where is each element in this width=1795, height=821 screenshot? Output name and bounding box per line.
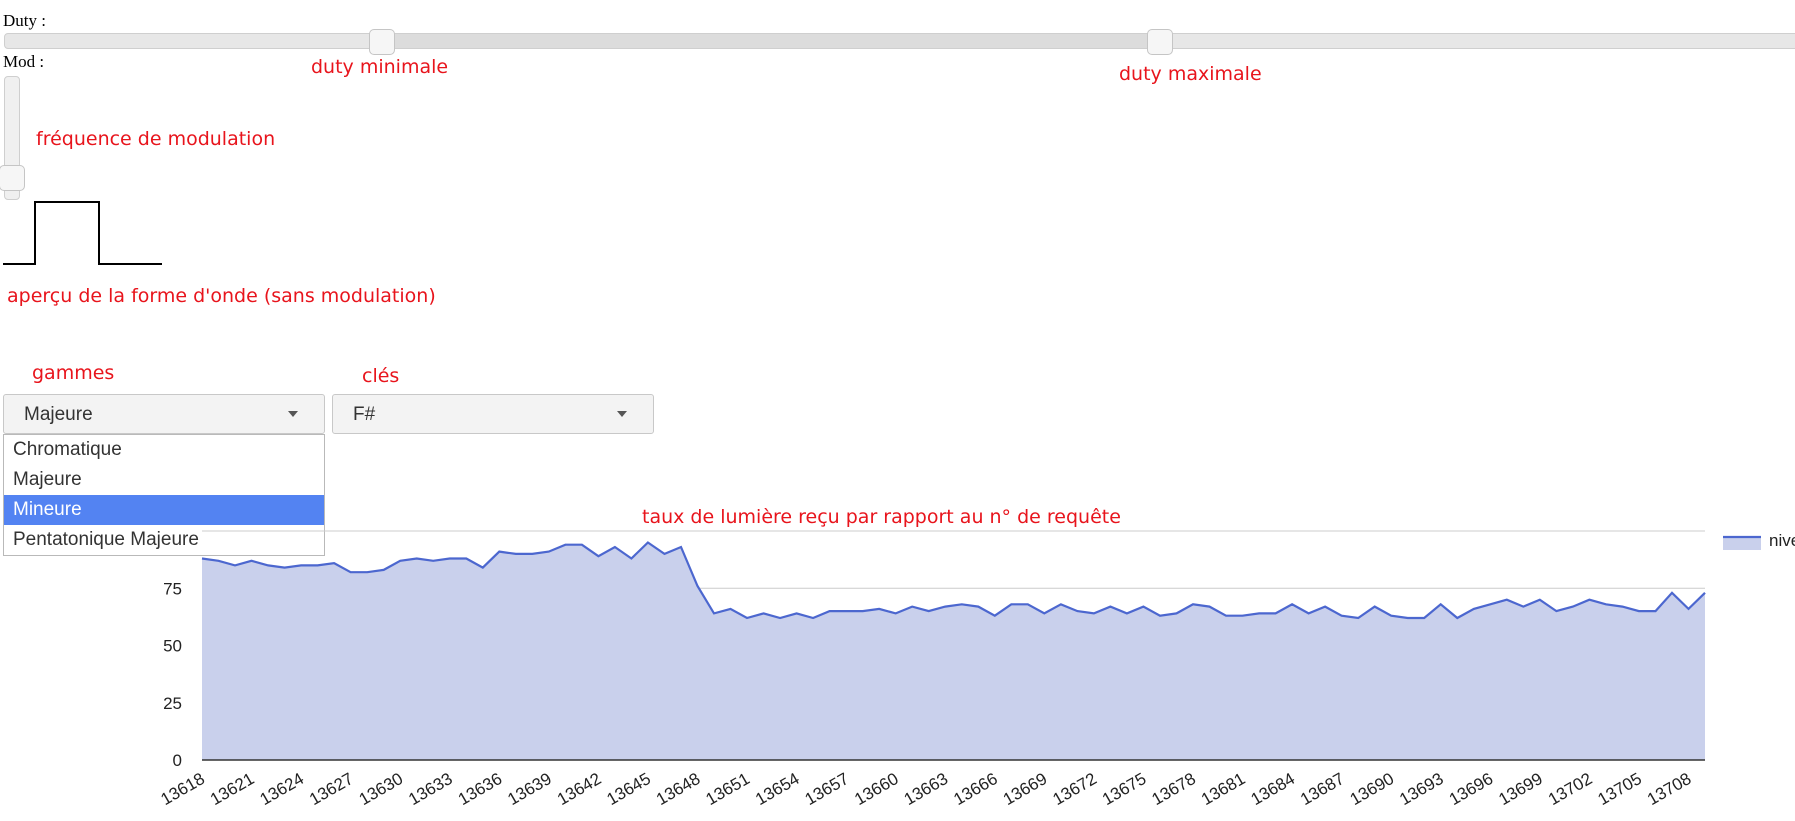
x-tick-label: 13642 <box>554 769 604 809</box>
x-tick-label: 13702 <box>1545 769 1595 809</box>
x-tick-label: 13693 <box>1396 769 1446 809</box>
key-select[interactable]: F# <box>332 394 654 434</box>
modulation-annotation: fréquence de modulation <box>36 128 276 150</box>
x-tick-label: 13705 <box>1594 769 1644 809</box>
key-selected-value: F# <box>353 404 376 425</box>
x-axis-labels: 13618 13621 13624 13627 13630 13633 13636 13639… <box>158 769 1695 809</box>
chevron-down-icon <box>617 411 627 417</box>
x-tick-label: 13624 <box>257 769 307 809</box>
chart-title-annotation: taux de lumière reçu par rapport au n° d… <box>642 506 1121 528</box>
duty-max-annotation: duty maximale <box>1119 63 1262 85</box>
y-tick-label: 25 <box>163 694 182 713</box>
x-tick-label: 13708 <box>1644 769 1694 809</box>
legend-swatch-area <box>1723 536 1761 550</box>
x-tick-label: 13618 <box>158 769 208 809</box>
duty-min-handle[interactable] <box>369 29 395 55</box>
x-tick-label: 13672 <box>1049 769 1099 809</box>
x-tick-label: 13678 <box>1149 769 1199 809</box>
x-tick-label: 13684 <box>1248 769 1298 809</box>
x-tick-label: 13690 <box>1347 769 1397 809</box>
duty-range-slider[interactable] <box>4 29 1795 55</box>
y-tick-label: 75 <box>163 579 182 598</box>
x-tick-label: 13636 <box>455 769 505 809</box>
x-tick-label: 13651 <box>703 769 753 809</box>
x-tick-label: 13663 <box>901 769 951 809</box>
x-tick-label: 13645 <box>603 769 653 809</box>
scale-selected-value: Majeure <box>24 404 93 425</box>
mod-label: Mod : <box>3 52 45 71</box>
scale-option-pentatonique-majeure[interactable]: Pentatonique Majeure <box>13 529 199 550</box>
x-tick-label: 13696 <box>1446 769 1496 809</box>
chevron-down-icon <box>288 411 298 417</box>
x-tick-label: 13699 <box>1495 769 1545 809</box>
chart-legend: nive <box>1723 531 1795 550</box>
x-tick-label: 13669 <box>1000 769 1050 809</box>
modulation-slider[interactable] <box>0 76 25 200</box>
duty-max-handle[interactable] <box>1147 29 1173 55</box>
waveform-annotation: aperçu de la forme d'onde (sans modulati… <box>7 285 436 307</box>
x-tick-label: 13675 <box>1099 769 1149 809</box>
x-tick-label: 13666 <box>950 769 1000 809</box>
x-tick-label: 13627 <box>306 769 356 809</box>
waveform-line <box>3 201 162 265</box>
keys-heading: clés <box>362 365 400 387</box>
x-tick-label: 13648 <box>653 769 703 809</box>
x-tick-label: 13654 <box>752 769 802 809</box>
duty-label: Duty : <box>3 11 46 30</box>
x-tick-label: 13660 <box>851 769 901 809</box>
x-tick-label: 13621 <box>207 769 257 809</box>
y-tick-label: 50 <box>163 637 182 656</box>
series-area <box>202 542 1705 760</box>
duty-selected-range <box>379 34 1162 48</box>
scale-option-majeure[interactable]: Majeure <box>13 469 82 490</box>
x-tick-label: 13639 <box>504 769 554 809</box>
waveform-preview <box>3 201 162 265</box>
x-tick-label: 13657 <box>802 769 852 809</box>
x-tick-label: 13687 <box>1297 769 1347 809</box>
scale-option-mineure[interactable]: Mineure <box>4 495 324 525</box>
legend-label: nive <box>1769 531 1795 550</box>
y-tick-label: 0 <box>173 751 182 770</box>
y-axis-labels: 0 25 50 75 <box>163 579 182 770</box>
x-tick-label: 13630 <box>356 769 406 809</box>
duty-min-annotation: duty minimale <box>311 56 449 78</box>
x-tick-label: 13681 <box>1198 769 1248 809</box>
modulation-handle[interactable] <box>0 165 25 191</box>
scale-select[interactable]: Majeure <box>3 394 325 434</box>
scale-options-menu: Chromatique Majeure Mineure Pentatonique… <box>3 434 325 556</box>
scale-option-chromatique[interactable]: Chromatique <box>13 439 122 460</box>
x-tick-label: 13633 <box>405 769 455 809</box>
series-line <box>201 541 1706 620</box>
scales-heading: gammes <box>32 362 115 384</box>
